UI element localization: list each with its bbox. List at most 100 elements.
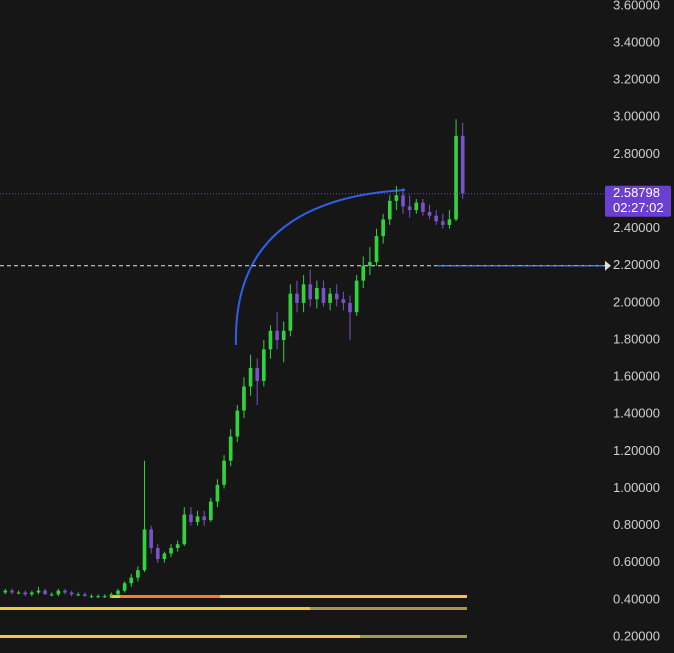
candle-body [242, 386, 246, 411]
candle-body [328, 293, 332, 303]
candle-body [255, 367, 260, 381]
candle-body [460, 135, 465, 194]
candle-body [175, 544, 180, 548]
candle-body [348, 302, 352, 313]
candle-body [288, 293, 293, 331]
candle-body [63, 590, 67, 593]
candle-body [189, 514, 193, 522]
candle-body [76, 594, 81, 596]
candle-body [136, 570, 140, 578]
candle-body [308, 284, 313, 300]
candle-body [56, 590, 61, 595]
y-tick-label: 1.20000 [613, 443, 660, 458]
y-tick-label: 1.80000 [613, 331, 660, 346]
candle-body [454, 135, 458, 220]
candle-body [414, 202, 419, 211]
candle-body [23, 592, 28, 595]
candle-body [374, 236, 379, 263]
y-tick-label: 2.80000 [613, 146, 660, 161]
candle-body [295, 293, 299, 303]
candle-body [30, 592, 34, 595]
candle-body [407, 206, 412, 211]
candle-body [334, 293, 339, 300]
candle-body [195, 516, 200, 522]
candle-body [16, 592, 21, 594]
level-bar [0, 607, 310, 610]
candle-body [235, 410, 240, 437]
candle-body [109, 594, 114, 597]
liquidity-bars [0, 595, 467, 638]
candle-body [268, 330, 273, 350]
candle-body [248, 367, 253, 387]
y-tick-label: 2.20000 [613, 257, 660, 272]
countdown-label: 02:27:02 [613, 200, 664, 215]
candle-body [102, 596, 107, 598]
candle-body [434, 215, 438, 222]
candle-body [361, 265, 366, 281]
candle-body [401, 195, 405, 207]
candle-body [83, 594, 87, 597]
candle-body [228, 436, 233, 461]
candle-body [321, 288, 326, 303]
level-bar [0, 635, 360, 638]
level-bar [310, 607, 467, 610]
candle-body [447, 219, 452, 225]
y-tick-label: 2.00000 [613, 294, 660, 309]
candle-body [96, 596, 100, 598]
candle-body [440, 221, 445, 225]
candle-body [427, 211, 432, 216]
candle-body [275, 330, 279, 341]
y-tick-label: 0.80000 [613, 517, 660, 532]
candle-body [142, 529, 147, 571]
candle-body [315, 288, 319, 300]
candle-body [381, 219, 385, 237]
candle-body [354, 280, 359, 313]
candle-body [262, 349, 266, 381]
last-price-box [605, 185, 671, 217]
y-tick-label: 3.20000 [613, 72, 660, 87]
y-tick-label: 0.20000 [613, 628, 660, 643]
y-tick-label: 3.40000 [613, 35, 660, 50]
candle-body [36, 590, 41, 593]
candle-body [222, 460, 226, 485]
level-bar [360, 635, 467, 638]
candle-body [49, 594, 54, 596]
level-bar [120, 595, 220, 598]
candle-body [341, 299, 346, 303]
candle-body [10, 590, 14, 593]
line-handle [605, 260, 611, 271]
candle-body [149, 529, 153, 548]
candle-body [69, 592, 74, 595]
candle-body [202, 516, 206, 521]
y-tick-label: 0.40000 [613, 591, 660, 606]
candle-body [129, 577, 134, 584]
candle-body [162, 553, 167, 560]
candle-body [43, 590, 47, 595]
candle-body [122, 583, 127, 591]
y-tick-label: 2.40000 [613, 220, 660, 235]
candle-body [421, 202, 425, 212]
y-tick-label: 0.60000 [613, 554, 660, 569]
y-tick-label: 1.40000 [613, 406, 660, 421]
arc-drawing [234, 189, 406, 346]
candle-body [281, 330, 286, 341]
candle-body [116, 590, 120, 595]
candle-body [182, 514, 187, 545]
candle-body [169, 547, 173, 554]
candle-body [394, 195, 399, 201]
candle-body [215, 484, 220, 502]
candle-body [208, 501, 213, 521]
y-tick-label: 1.60000 [613, 369, 660, 384]
y-tick-label: 3.00000 [613, 109, 660, 124]
candle-body [301, 284, 306, 303]
candle-body [3, 590, 8, 593]
level-bar [110, 595, 467, 598]
y-tick-label: 3.60000 [613, 0, 660, 12]
candle-body [387, 200, 392, 220]
candle-body [155, 547, 160, 560]
y-tick-label: 1.00000 [613, 480, 660, 495]
last-price-label: 2.58798 [613, 185, 660, 200]
candle-body [89, 596, 94, 598]
